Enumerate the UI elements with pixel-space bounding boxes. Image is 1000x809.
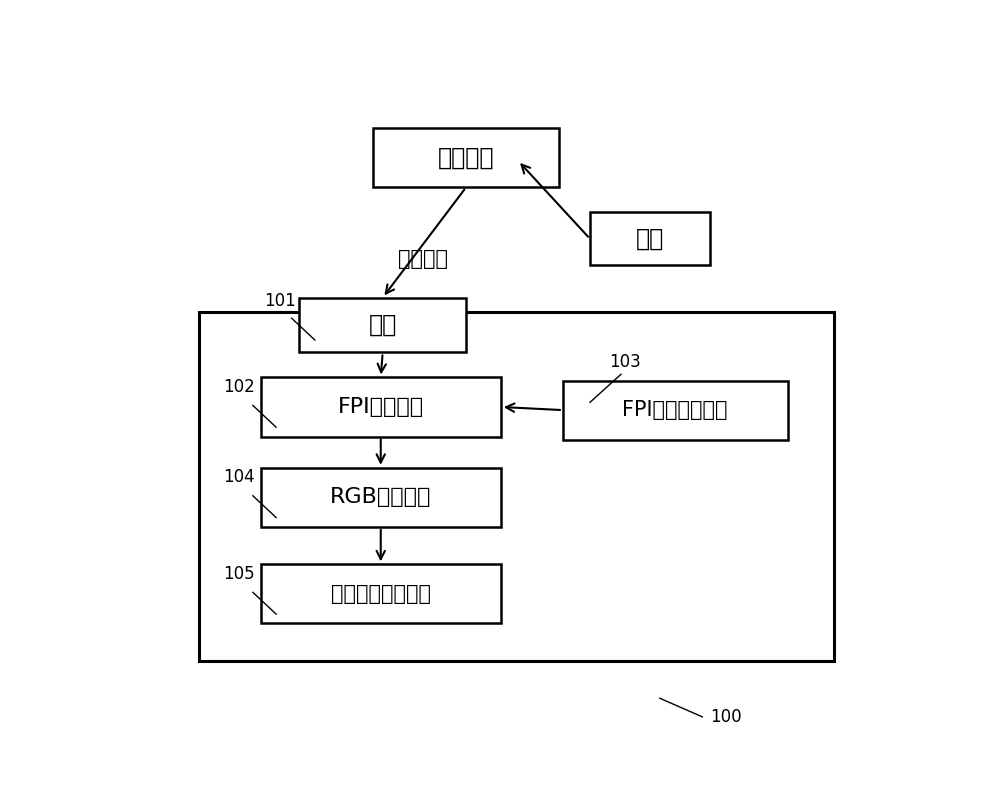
Bar <box>299 298 466 353</box>
Text: RGB成像芯片: RGB成像芯片 <box>330 487 431 507</box>
Text: 入射光线: 入射光线 <box>398 249 448 269</box>
Bar <box>563 380 788 440</box>
Text: 101: 101 <box>264 292 296 310</box>
Text: 104: 104 <box>223 468 255 486</box>
Bar <box>199 312 834 661</box>
Text: 105: 105 <box>223 565 255 583</box>
Text: 103: 103 <box>609 354 641 371</box>
Bar <box>261 468 501 527</box>
Text: 102: 102 <box>223 378 255 396</box>
Text: 镜头: 镜头 <box>369 313 397 337</box>
Bar <box>590 212 710 265</box>
Bar <box>261 565 501 624</box>
Bar <box>261 377 501 437</box>
Text: FPI滤光组件: FPI滤光组件 <box>338 397 424 417</box>
Text: FPI驱动控制单元: FPI驱动控制单元 <box>622 400 728 420</box>
Bar <box>373 129 559 188</box>
Text: 100: 100 <box>710 708 742 726</box>
Text: 芯片基座和线路板: 芯片基座和线路板 <box>331 584 431 604</box>
Text: 拍摄对象: 拍摄对象 <box>438 146 494 170</box>
Text: 光源: 光源 <box>636 227 664 251</box>
